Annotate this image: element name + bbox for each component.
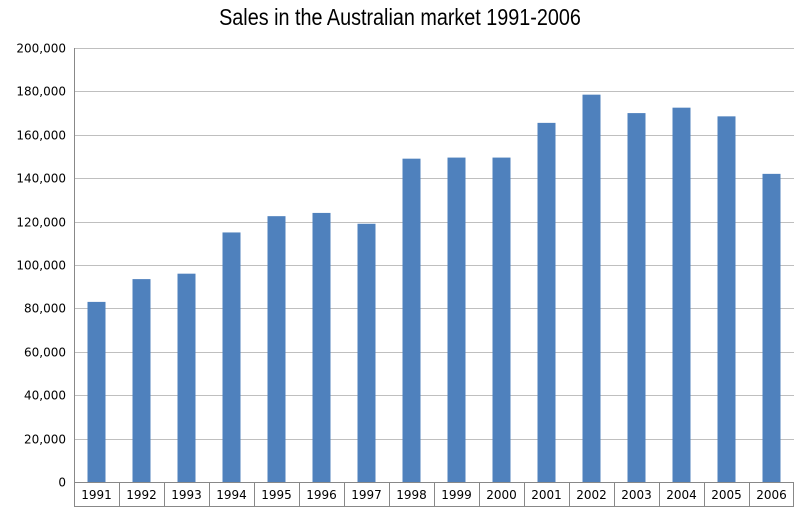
chart-title: Sales in the Australian market 1991-2006: [219, 4, 581, 30]
y-tick-label: 160,000: [16, 129, 66, 143]
bar: [267, 216, 286, 483]
y-tick-label: 120,000: [16, 216, 66, 230]
y-tick-label: 80,000: [24, 302, 66, 316]
bar: [537, 122, 556, 483]
y-tick-label: 60,000: [24, 346, 66, 360]
x-tick-label: 1998: [396, 488, 427, 502]
x-tick-label: 2000: [486, 488, 517, 502]
axes: [74, 48, 794, 507]
y-tick-label: 100,000: [16, 259, 66, 273]
bars: [87, 94, 781, 483]
bar: [492, 157, 511, 482]
bar: [627, 113, 646, 482]
y-axis-tick-labels: 0 20,000 40,000 60,000 80,000 100,000 120,000 1…: [16, 42, 66, 490]
y-tick-label: 20,000: [24, 433, 66, 447]
y-tick-label: 140,000: [16, 172, 66, 186]
x-tick-label: 1997: [351, 488, 382, 502]
bar: [762, 173, 781, 483]
x-tick-label: 1999: [441, 488, 472, 502]
bar: [87, 301, 106, 482]
bar: [447, 157, 466, 482]
x-tick-label: 2004: [666, 488, 697, 502]
x-tick-label: 2003: [621, 488, 652, 502]
x-tick-label: 2002: [576, 488, 607, 502]
bar: [357, 223, 376, 482]
x-tick-label: 1991: [81, 488, 112, 502]
x-axis-tick-labels: 1991 1992 1993 1994 1995 1996 1997 1998 1999 2000…: [81, 488, 787, 502]
x-tick-label: 2006: [756, 488, 787, 502]
bar: [582, 94, 601, 482]
x-tick-label: 1996: [306, 488, 337, 502]
bar: [672, 107, 691, 483]
x-tick-label: 1994: [216, 488, 247, 502]
bar: [717, 116, 736, 482]
y-tick-label: 0: [58, 476, 66, 490]
y-tick-label: 200,000: [16, 42, 66, 56]
bar: [132, 279, 151, 482]
bar: [402, 158, 421, 483]
x-tick-label: 1992: [126, 488, 157, 502]
bar: [177, 273, 196, 482]
x-tick-label: 1995: [261, 488, 292, 502]
bar: [222, 232, 241, 482]
y-tick-label: 180,000: [16, 85, 66, 99]
x-tick-label: 2001: [531, 488, 562, 502]
x-tick-label: 1993: [171, 488, 202, 502]
bar: [312, 212, 331, 483]
x-tick-label: 2005: [711, 488, 742, 502]
y-tick-label: 40,000: [24, 389, 66, 403]
